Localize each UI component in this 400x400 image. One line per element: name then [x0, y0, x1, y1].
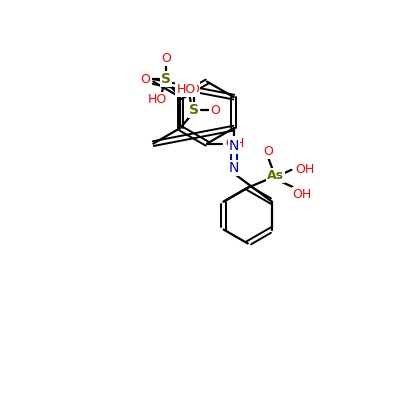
Text: N: N: [229, 139, 239, 153]
Text: HO: HO: [176, 83, 196, 96]
Text: As: As: [267, 169, 284, 182]
Text: O: O: [189, 83, 199, 96]
Text: O: O: [141, 73, 150, 86]
Text: OH: OH: [225, 137, 244, 150]
Text: OH: OH: [295, 163, 314, 176]
Text: O: O: [264, 146, 273, 158]
Text: N: N: [229, 161, 239, 175]
Text: S: S: [161, 72, 171, 86]
Text: OH: OH: [292, 188, 312, 200]
Text: HO: HO: [148, 93, 167, 106]
Text: O: O: [161, 52, 171, 65]
Text: S: S: [189, 103, 199, 117]
Text: O: O: [210, 104, 220, 117]
